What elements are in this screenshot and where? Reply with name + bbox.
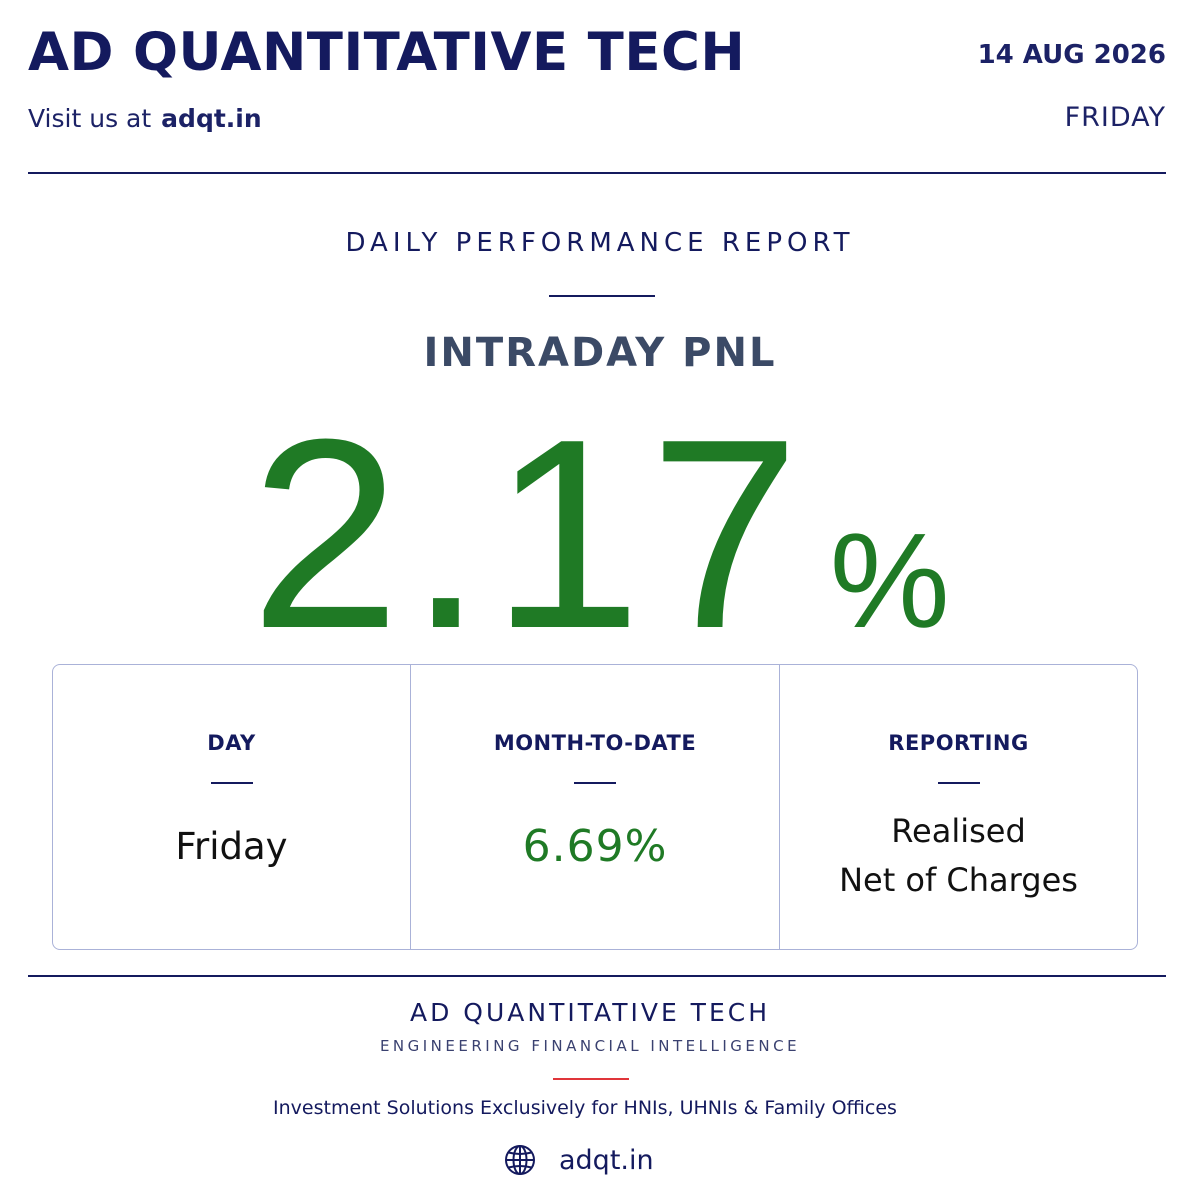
stat-reporting: REPORTING Realised Net of Charges — [779, 665, 1137, 949]
stat-mtd: MONTH-TO-DATE 6.69% — [410, 665, 779, 949]
stats-panel: DAY Friday MONTH-TO-DATE 6.69% REPORTING… — [52, 664, 1138, 950]
report-day: FRIDAY — [1064, 102, 1166, 133]
stat-reporting-line2: Net of Charges — [839, 861, 1078, 899]
report-title: DAILY PERFORMANCE REPORT — [345, 228, 855, 258]
footer-website-link[interactable]: adqt.in — [559, 1144, 654, 1176]
footer-tagline: ENGINEERING FINANCIAL INTELLIGENCE — [379, 1037, 801, 1055]
accent-divider — [553, 1078, 629, 1080]
pnl-number: 2.17 — [250, 384, 808, 685]
stat-mtd-value: 6.69% — [522, 821, 668, 872]
pnl-value: 2.17% — [0, 400, 1200, 670]
title-underline — [549, 295, 655, 297]
footer-divider — [28, 975, 1166, 977]
footer-brand: AD QUANTITATIVE TECH — [409, 998, 771, 1027]
pnl-unit: % — [829, 505, 950, 656]
stat-mtd-label: MONTH-TO-DATE — [493, 731, 697, 755]
stat-day: DAY Friday — [53, 665, 410, 949]
header-divider — [28, 172, 1166, 174]
metric-label: INTRADAY PNL — [423, 330, 777, 376]
stat-day-divider — [210, 782, 253, 784]
stat-mtd-divider — [574, 782, 616, 784]
visit-prefix: Visit us at — [28, 104, 152, 133]
footer-website[interactable]: adqt.in — [503, 1143, 654, 1177]
globe-icon — [505, 1145, 535, 1175]
report-date: 14 AUG 2026 — [977, 40, 1166, 70]
stat-reporting-divider — [937, 782, 980, 784]
stat-day-value: Friday — [175, 825, 288, 868]
header-website-link[interactable]: adqt.in — [161, 104, 262, 133]
stat-reporting-label: REPORTING — [888, 731, 1029, 755]
stat-reporting-line1: Realised — [891, 812, 1026, 850]
visit-line: Visit us at adqt.in — [28, 104, 262, 133]
stat-reporting-value: Realised Net of Charges — [780, 807, 1137, 905]
stat-day-label: DAY — [207, 731, 256, 755]
footer-description: Investment Solutions Exclusively for HNI… — [273, 1097, 897, 1119]
brand-title: AD QUANTITATIVE TECH — [28, 22, 746, 83]
